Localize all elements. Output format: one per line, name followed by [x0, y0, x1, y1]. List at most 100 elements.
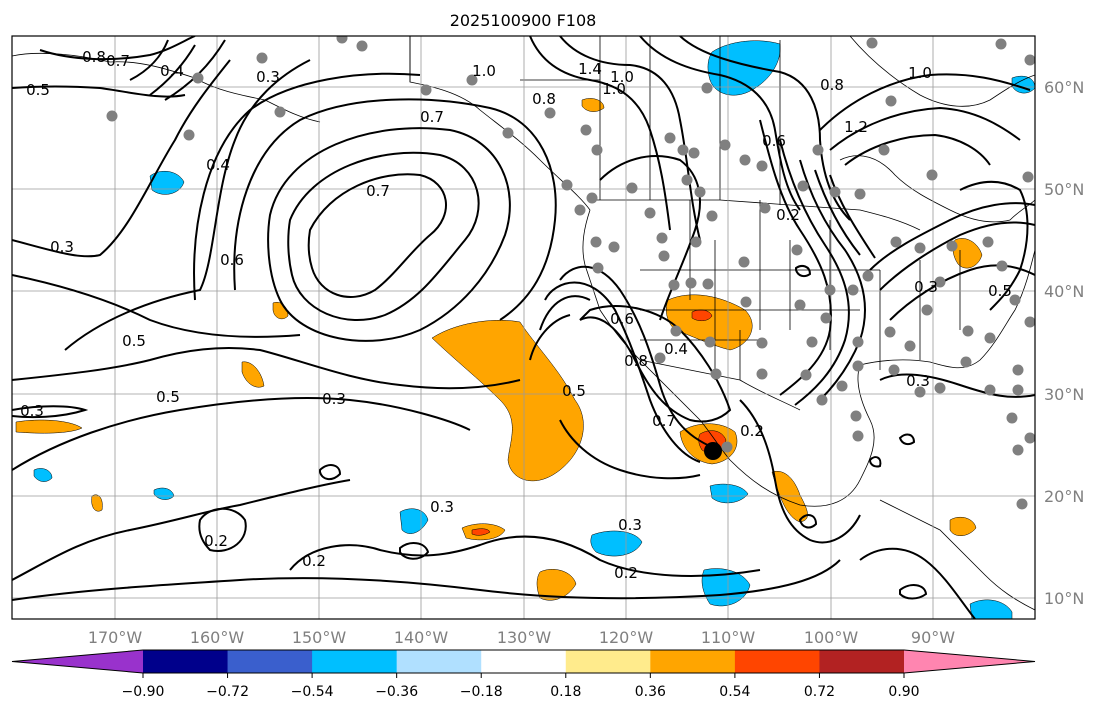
contour-line	[529, 36, 671, 231]
lat-tick-label: 10°N	[1044, 589, 1084, 608]
contour-line	[879, 221, 1035, 291]
coast-mexico-gulf	[729, 364, 875, 507]
coast-central-america	[879, 499, 1035, 611]
contour-label: 0.2	[204, 532, 228, 550]
longitude-axis: 170°W 160°W 150°W 140°W 130°W 120°W 110°…	[88, 628, 955, 647]
station-dot	[1016, 498, 1028, 510]
border-us-mexico	[639, 359, 801, 411]
shade-cyan-region	[590, 530, 643, 557]
contour-label: 0.3	[618, 516, 642, 534]
shade-cyan-region	[33, 468, 53, 482]
lon-tick-label: 170°W	[88, 628, 143, 647]
station-dot	[690, 236, 702, 248]
latitude-axis: 60°N 50°N 40°N 30°N 20°N 10°N	[1044, 78, 1084, 608]
colorbar-segment	[650, 650, 736, 673]
station-dot	[946, 240, 958, 252]
contour-line	[544, 281, 701, 463]
station-dot	[926, 169, 938, 181]
colorbar-arrow-left	[12, 650, 143, 673]
station-dot	[852, 430, 864, 442]
station-dot	[654, 352, 666, 364]
shade-orange-region	[15, 419, 83, 434]
contour-lines	[12, 36, 1035, 619]
station-dot	[685, 277, 697, 289]
station-dot	[544, 107, 556, 119]
station-dot	[962, 325, 974, 337]
station-dot	[256, 52, 268, 64]
contour-label: 1.0	[610, 68, 634, 86]
station-dot	[960, 356, 972, 368]
contour-label: 0.7	[420, 108, 444, 126]
station-dot	[668, 279, 680, 291]
colorbar-arrow-right	[904, 650, 1035, 673]
contour-label: 0.7	[366, 182, 390, 200]
shade-orange-region	[241, 361, 265, 388]
shade-orange-region	[771, 470, 808, 523]
contour-line	[859, 547, 976, 619]
contour-line	[869, 202, 1035, 271]
station-dot	[701, 82, 713, 94]
contour-line	[399, 542, 430, 560]
contour-label: 0.2	[302, 552, 326, 570]
lat-tick-label: 50°N	[1044, 180, 1084, 199]
contour-line	[12, 59, 231, 258]
station-dot	[740, 296, 752, 308]
contour-line	[959, 180, 1029, 311]
station-dot	[1006, 412, 1018, 424]
contour-label: 1.2	[844, 118, 868, 136]
colorbar-segment	[396, 650, 482, 673]
station-dot	[658, 250, 670, 262]
station-dot	[854, 188, 866, 200]
station-dot	[694, 186, 706, 198]
contour-label: 0.5	[988, 282, 1012, 300]
station-dot	[852, 360, 864, 372]
station-dot	[982, 236, 994, 248]
contour-line	[739, 399, 861, 544]
contour-label: 0.7	[652, 412, 676, 430]
border-us-canada	[590, 199, 921, 231]
colorbar-tick-label: 0.54	[719, 684, 750, 700]
shade-orange-region	[536, 569, 577, 601]
contour-label: 0.5	[562, 382, 586, 400]
contour-line	[559, 36, 701, 241]
station-dot	[885, 95, 897, 107]
lon-tick-label: 140°W	[394, 628, 449, 647]
station-dot	[934, 276, 946, 288]
station-dot	[738, 256, 750, 268]
contour-label: 0.7	[106, 52, 130, 70]
shade-cyan-region	[969, 599, 1013, 619]
contour-label: 0.8	[532, 90, 556, 108]
contour-label: 0.3	[50, 238, 74, 256]
contour-line	[12, 397, 471, 471]
colorbar-segment	[565, 650, 651, 673]
contour-label: 0.3	[906, 372, 930, 390]
station-dot	[756, 337, 768, 349]
contour-line	[779, 139, 850, 406]
station-dot	[1024, 432, 1035, 444]
station-dot	[626, 182, 638, 194]
border-canada-provinces	[520, 36, 781, 205]
station-dot	[797, 180, 809, 192]
station-dot	[721, 441, 733, 453]
coast-alaska	[12, 52, 321, 123]
contour-label: 0.3	[430, 498, 454, 516]
contour-label: 1.0	[602, 80, 626, 98]
lon-tick-label: 110°W	[701, 628, 756, 647]
station-dot	[592, 262, 604, 274]
station-dot	[878, 144, 890, 156]
contour-label: 0.4	[664, 340, 688, 358]
contour-label: 0.8	[624, 352, 648, 370]
lon-tick-label: 160°W	[190, 628, 245, 647]
colorbar: −0.90 −0.72 −0.54 −0.36 −0.18 0.18 0.36 0.54 0.7…	[11, 649, 1036, 700]
contour-label: 0.2	[614, 564, 638, 582]
contour-line	[12, 347, 521, 390]
colorbar-tick-label: 0.18	[550, 684, 581, 700]
station-dot	[670, 325, 682, 337]
station-dot	[862, 270, 874, 282]
contour-label: 0.6	[220, 251, 244, 269]
contour-line	[799, 159, 866, 401]
station-dot	[183, 129, 195, 141]
contour-label: 0.3	[322, 390, 346, 408]
station-dot	[719, 139, 731, 151]
station-dot	[812, 144, 824, 156]
